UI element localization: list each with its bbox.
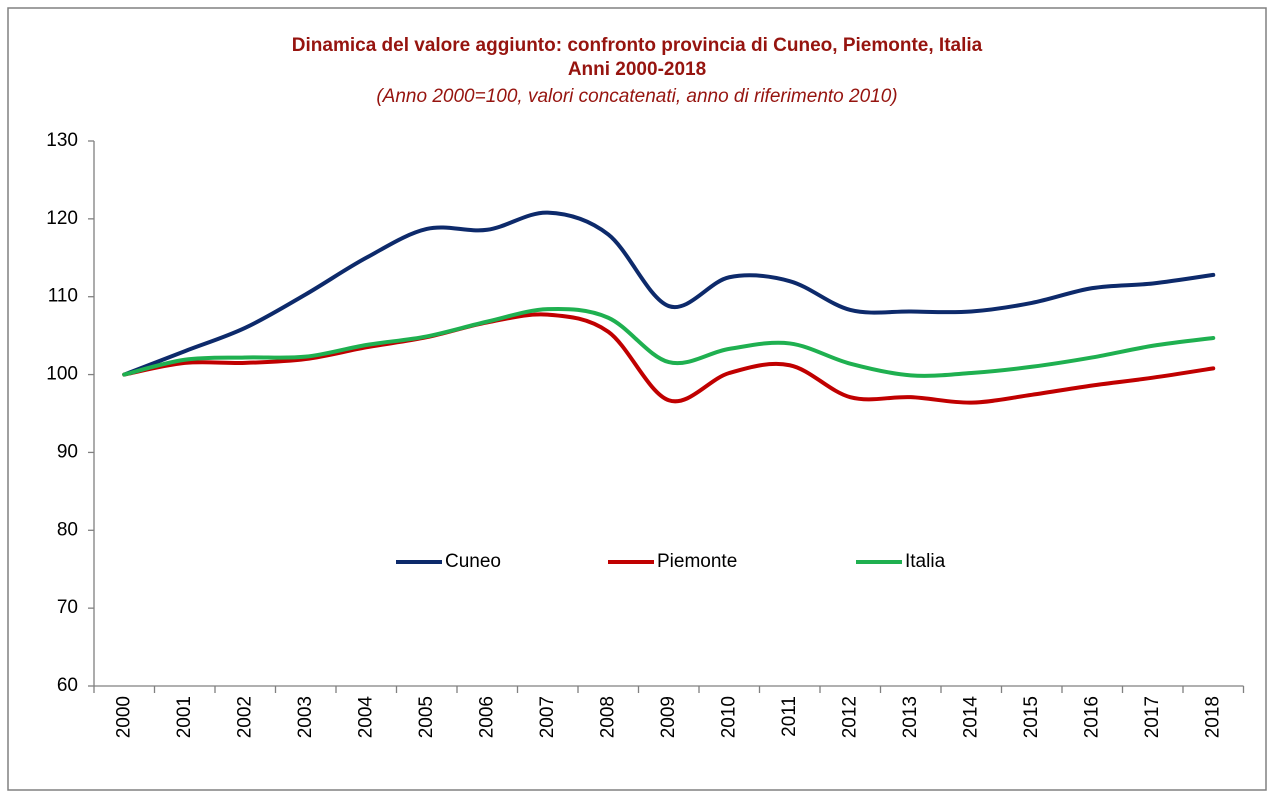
x-tick-label: 2000 [113, 696, 134, 738]
y-tick-label: 110 [48, 286, 78, 307]
x-tick-label: 2011 [779, 696, 800, 737]
y-tick-label: 60 [57, 675, 78, 696]
x-tick-label: 2012 [839, 696, 860, 738]
legend-label: Italia [905, 551, 946, 572]
chart-frame [7, 7, 1267, 791]
x-tick-label: 2003 [295, 696, 316, 738]
x-tick-label: 2009 [658, 696, 679, 738]
chart-note: (Anno 2000=100, valori concatenati, anno… [376, 86, 897, 107]
x-tick-label: 2002 [234, 696, 255, 738]
chart-title: Dinamica del valore aggiunto: confronto … [292, 35, 983, 56]
y-tick-label: 80 [57, 519, 78, 540]
x-tick-label: 2015 [1021, 696, 1042, 738]
line-series [122, 210, 1216, 377]
x-tick-label: 2017 [1142, 696, 1163, 738]
legend-label: Cuneo [445, 551, 501, 572]
y-tick-label: 70 [57, 597, 78, 618]
legend-label: Piemonte [657, 551, 737, 572]
x-tick-label: 2010 [718, 696, 739, 738]
y-tick-label: 130 [46, 130, 78, 151]
line-series [122, 312, 1216, 405]
x-tick-label: 2014 [960, 696, 981, 739]
y-tick-label: 90 [57, 441, 78, 462]
x-tick-label: 2007 [537, 696, 558, 738]
x-tick-label: 2005 [416, 696, 437, 738]
x-tick-label: 2018 [1202, 696, 1223, 738]
x-tick-label: 2016 [1081, 696, 1102, 738]
chart-subtitle: Anni 2000-2018 [568, 59, 706, 80]
line-series [122, 306, 1216, 378]
x-tick-label: 2013 [900, 696, 921, 738]
x-tick-label: 2006 [476, 696, 497, 738]
x-tick-label: 2004 [355, 696, 376, 739]
x-tick-label: 2008 [597, 696, 618, 738]
y-tick-label: 120 [46, 208, 78, 229]
x-tick-label: 2001 [174, 696, 195, 738]
y-tick-label: 100 [46, 364, 78, 385]
